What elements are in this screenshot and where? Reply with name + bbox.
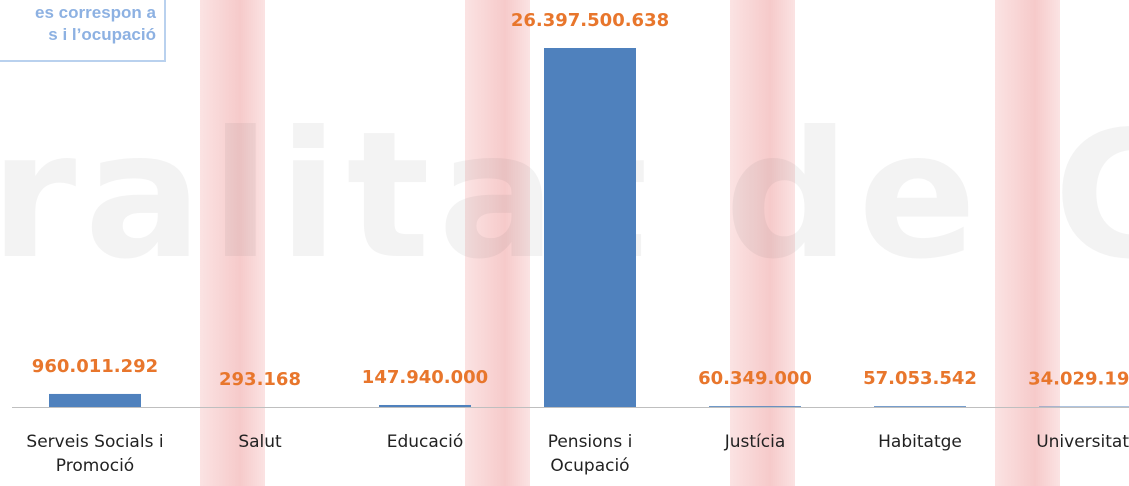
x-tick-label: Serveis Socials i Promoció: [26, 432, 164, 476]
x-tick-label: Pensions i Ocupació: [547, 432, 633, 476]
x-tick-label: Salut: [238, 432, 282, 452]
annotation: s i l’ocupació: [48, 25, 156, 44]
bar: [874, 406, 966, 407]
x-tick-label: Educació: [386, 432, 464, 452]
data-label: 34.029.197: [1028, 369, 1129, 390]
bar: [49, 393, 141, 407]
data-label: 147.940.000: [362, 367, 488, 388]
data-label: 57.053.542: [863, 368, 977, 389]
data-label: 960.011.292: [32, 356, 158, 377]
bar: [379, 404, 471, 407]
data-label: 293.168: [219, 369, 301, 390]
annotation-box: es correspon a s i l’ocupació: [0, 0, 166, 62]
data-label: 60.349.000: [698, 368, 812, 389]
annotation: es correspon a: [35, 3, 156, 22]
x-tick-label: Justícia: [724, 432, 786, 452]
bar: [544, 48, 636, 407]
bar: [709, 406, 801, 407]
x-tick-label: Universitat: [1036, 432, 1129, 452]
data-label: 26.397.500.638: [511, 10, 669, 31]
x-tick-label: Habitatge: [878, 432, 962, 452]
